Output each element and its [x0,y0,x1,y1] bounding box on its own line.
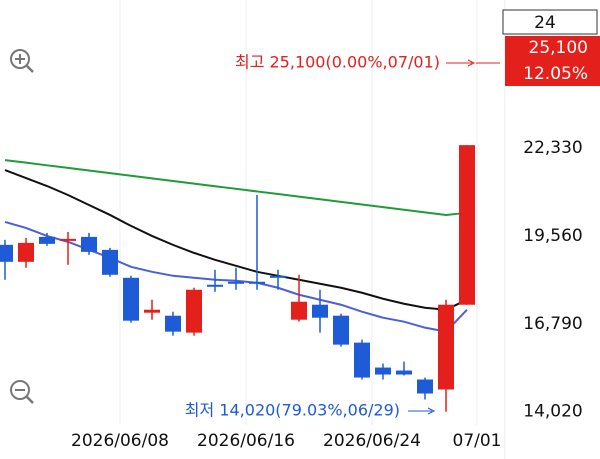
candle-body [123,277,139,321]
price-box-change: 12.05% [523,64,588,84]
candle-body [144,309,160,313]
candle-body [81,236,97,252]
price-box-price: 25,100 [529,38,588,58]
candle-body [333,315,349,345]
candle-body [165,315,181,332]
zoom-out[interactable] [10,380,34,404]
candle-body [459,145,475,305]
moving-average [4,169,468,311]
candle-body [375,367,391,375]
candle-body [417,379,433,394]
plot [0,145,475,412]
high-annotation: 최고 25,100(0.00%,07/01) [235,53,440,72]
candle-body [18,242,34,262]
candle-body [354,342,370,378]
candle-body [39,236,55,244]
candle-body [396,370,412,375]
zoom-in[interactable] [10,49,34,73]
candle-body [249,281,265,284]
moving-average [4,159,468,216]
low-arrow-head [427,407,436,415]
x-tick-label: 2026/06/24 [323,431,421,451]
candle-body [228,281,244,284]
price-box [505,36,600,86]
candle-body [102,249,118,275]
candle-body [270,275,286,278]
candle-body [312,304,328,318]
grid [119,0,478,425]
x-tick-label: 07/01 [453,431,502,451]
candle-body [438,304,454,390]
top-box-label: 24 [534,13,556,33]
y-tick-label: 19,560 [523,226,582,246]
candle-body [207,284,223,287]
candle-body [186,289,202,333]
x-tick-label: 2026/06/08 [71,431,169,451]
y-tick-label: 16,790 [523,314,582,334]
low-annotation: 최저 14,020(79.03%,06/29) [185,401,400,420]
top-box [502,9,598,35]
candle-body [60,238,76,241]
y-tick-label: 14,020 [523,402,582,422]
candle-body [291,301,307,320]
x-tick-label: 2026/06/16 [197,431,295,451]
y-tick-label: 22,330 [523,138,582,158]
high-arrow-head [467,59,476,67]
candle-body [0,244,13,262]
